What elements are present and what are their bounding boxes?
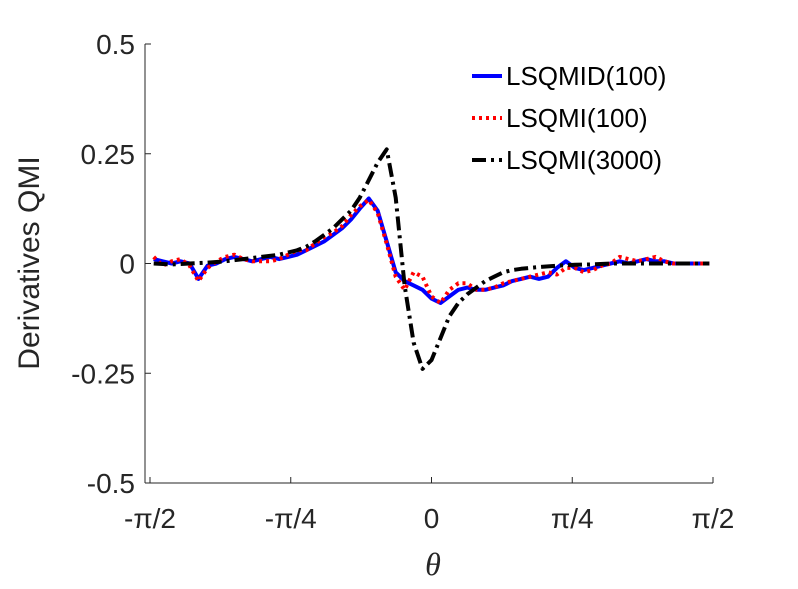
series-line-2 <box>153 147 710 371</box>
y-tick-label: -0.25 <box>71 358 135 389</box>
legend: LSQMID(100) LSQMI(100) LSQMI(3000) <box>472 61 666 175</box>
y-tick-label: -0.5 <box>87 468 135 499</box>
y-tick-label: 0.25 <box>81 139 136 170</box>
y-axis-title: Derivatives QMI <box>13 156 46 369</box>
x-tick-label: π/4 <box>551 503 594 534</box>
x-tick-label: -π/4 <box>265 503 317 534</box>
x-tick-label: 0 <box>424 503 440 534</box>
x-tick-label: -π/2 <box>124 503 176 534</box>
series-lines <box>152 147 710 371</box>
ticks: 0.5 0.25 0 -0.25 -0.5 -π/2 -π/4 0 π/4 π/2 <box>71 29 734 534</box>
series-line-1 <box>152 197 710 305</box>
legend-label: LSQMI(100) <box>506 103 648 133</box>
x-axis-title: θ <box>425 546 441 582</box>
legend-label: LSQMI(3000) <box>506 145 662 175</box>
legend-label: LSQMID(100) <box>506 61 666 91</box>
y-tick-label: 0 <box>119 249 135 280</box>
y-tick-label: 0.5 <box>96 29 135 60</box>
series-line-0 <box>153 196 710 305</box>
x-tick-label: π/2 <box>692 503 735 534</box>
